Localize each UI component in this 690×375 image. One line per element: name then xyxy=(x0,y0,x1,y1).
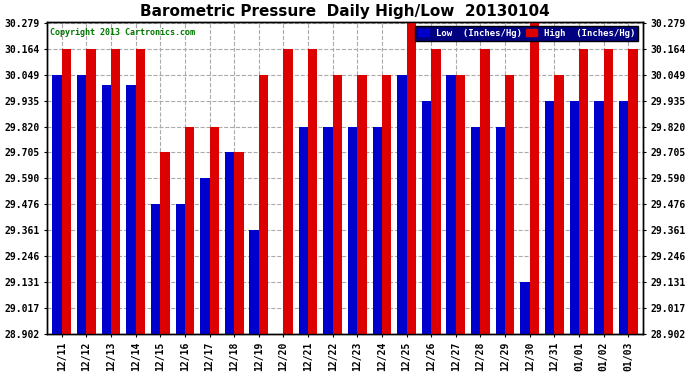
Bar xyxy=(77,75,86,334)
Bar xyxy=(160,153,170,334)
Bar xyxy=(579,49,589,334)
Bar xyxy=(234,153,244,334)
Bar xyxy=(333,75,342,334)
Bar xyxy=(86,49,96,334)
Bar xyxy=(505,75,515,334)
Bar xyxy=(185,126,195,334)
Bar xyxy=(628,49,638,334)
Bar xyxy=(324,126,333,334)
Bar xyxy=(422,100,431,334)
Title: Barometric Pressure  Daily High/Low  20130104: Barometric Pressure Daily High/Low 20130… xyxy=(140,4,550,19)
Bar xyxy=(101,85,111,334)
Bar xyxy=(250,230,259,334)
Bar xyxy=(151,204,160,334)
Bar xyxy=(446,75,456,334)
Bar xyxy=(520,282,530,334)
Bar xyxy=(545,100,554,334)
Bar xyxy=(471,126,480,334)
Bar xyxy=(406,23,416,334)
Bar xyxy=(348,126,357,334)
Bar xyxy=(569,100,579,334)
Bar xyxy=(175,204,185,334)
Legend: Low  (Inches/Hg), High  (Inches/Hg): Low (Inches/Hg), High (Inches/Hg) xyxy=(415,26,638,40)
Bar xyxy=(373,126,382,334)
Bar xyxy=(259,75,268,334)
Bar xyxy=(200,178,210,334)
Bar xyxy=(136,49,145,334)
Bar xyxy=(431,49,440,334)
Bar xyxy=(308,49,317,334)
Bar xyxy=(604,49,613,334)
Bar xyxy=(62,49,71,334)
Bar xyxy=(52,75,62,334)
Bar xyxy=(619,100,628,334)
Bar xyxy=(225,153,234,334)
Bar xyxy=(126,85,136,334)
Bar xyxy=(594,100,604,334)
Text: Copyright 2013 Cartronics.com: Copyright 2013 Cartronics.com xyxy=(50,28,195,37)
Bar xyxy=(357,75,366,334)
Bar xyxy=(456,75,465,334)
Bar xyxy=(495,126,505,334)
Bar xyxy=(284,49,293,334)
Bar xyxy=(111,49,121,334)
Bar xyxy=(210,126,219,334)
Bar xyxy=(530,23,539,334)
Bar xyxy=(382,75,391,334)
Bar xyxy=(554,75,564,334)
Bar xyxy=(480,49,490,334)
Bar xyxy=(397,75,406,334)
Bar xyxy=(299,126,308,334)
